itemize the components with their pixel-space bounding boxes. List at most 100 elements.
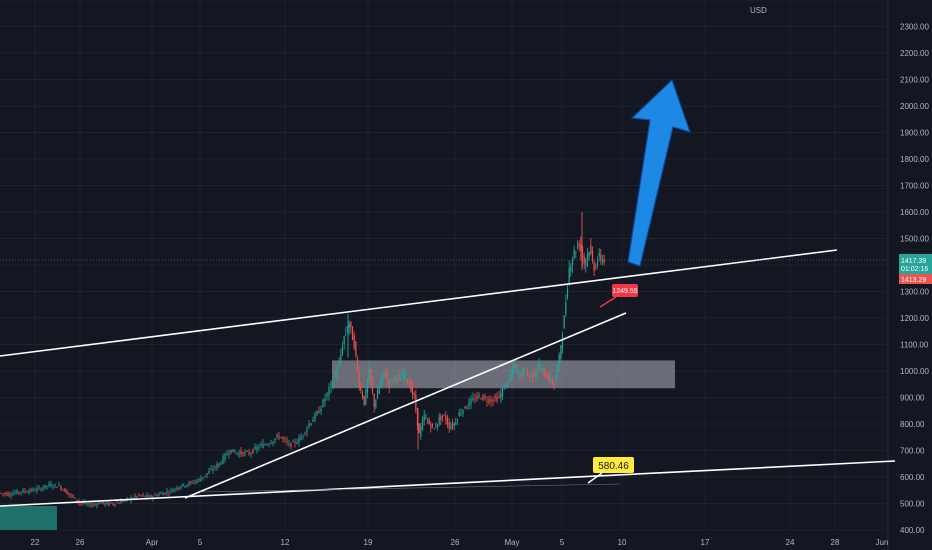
candle-body xyxy=(162,493,164,496)
candle-body xyxy=(272,441,274,444)
candle-body xyxy=(551,379,554,384)
candle-body xyxy=(355,341,357,357)
candle-body xyxy=(174,488,176,490)
candle-body xyxy=(593,262,595,272)
y-tick-label: 800.00 xyxy=(900,420,925,429)
upper-trendline xyxy=(0,249,838,357)
candle-body xyxy=(280,437,282,438)
candle-body xyxy=(214,466,216,468)
candle-body xyxy=(528,376,530,377)
candle-body xyxy=(330,381,332,389)
candle-body xyxy=(513,364,515,373)
candle-body xyxy=(501,388,504,397)
candle-body xyxy=(180,486,182,488)
candle-body xyxy=(535,372,537,377)
candle-body xyxy=(138,494,140,496)
candle-body xyxy=(348,323,350,328)
candle-body xyxy=(60,486,62,490)
candle-body xyxy=(286,441,288,443)
candle-body xyxy=(208,470,210,474)
candle-body xyxy=(142,494,144,496)
candle-body xyxy=(66,490,68,495)
candle-body xyxy=(182,483,184,486)
candle-body xyxy=(312,419,314,422)
candle-body xyxy=(521,369,524,375)
candle-body xyxy=(436,423,439,427)
candle-body xyxy=(156,495,158,497)
rising-trendline xyxy=(184,312,627,499)
candle-body xyxy=(48,483,50,486)
candle-body xyxy=(242,452,244,456)
candle-body xyxy=(30,489,32,492)
candle-body xyxy=(54,484,56,486)
candle-body xyxy=(496,396,498,401)
time-axis[interactable]: 22 26 Apr 5 12 19 26 May 5 10 17 24 28 Jun xyxy=(31,538,889,547)
candle-body xyxy=(252,449,254,453)
candle-body xyxy=(24,490,26,492)
candle-body xyxy=(353,335,355,349)
candle-body xyxy=(553,382,555,386)
candle-body xyxy=(526,369,529,375)
candle-body xyxy=(585,259,587,267)
candle-body xyxy=(511,367,514,375)
candle-body xyxy=(144,495,146,497)
y-tick-label: 1300.00 xyxy=(900,288,929,297)
candle-body xyxy=(474,399,476,401)
candle-body xyxy=(351,326,354,340)
candle-body xyxy=(563,315,565,329)
candle-body xyxy=(433,428,435,430)
y-tick-label: 400.00 xyxy=(900,526,925,535)
candle-body xyxy=(218,463,220,466)
candle-body xyxy=(363,395,365,405)
candle-body xyxy=(586,253,589,260)
candle-body xyxy=(468,400,470,407)
candle-body xyxy=(176,488,178,489)
candle-body xyxy=(358,372,360,388)
candle-body xyxy=(361,392,364,399)
candle-body xyxy=(250,452,252,454)
candle-body xyxy=(561,334,564,349)
candle-body xyxy=(488,398,490,404)
candle-body xyxy=(178,487,180,490)
candle-body xyxy=(0,492,2,494)
candle-body xyxy=(400,377,402,381)
candle-body xyxy=(450,426,452,429)
candle-body xyxy=(12,493,14,496)
candle-body xyxy=(451,423,454,427)
candle-body xyxy=(505,382,507,386)
y-tick-label: 2000.00 xyxy=(900,102,929,111)
candle-body xyxy=(546,378,549,380)
candle-body xyxy=(332,379,334,388)
x-tick-label: 26 xyxy=(451,538,460,547)
candle-body xyxy=(82,502,84,504)
candle-body xyxy=(116,502,118,504)
candle-body xyxy=(545,375,547,378)
candle-body xyxy=(381,373,384,381)
candle-body xyxy=(64,488,66,493)
candle-body xyxy=(16,490,18,494)
candle-body xyxy=(254,446,256,449)
candle-body xyxy=(198,478,200,480)
candle-body xyxy=(6,493,8,496)
candle-body xyxy=(90,505,92,506)
support-callout-box xyxy=(593,457,634,473)
candle-body xyxy=(380,380,382,388)
candle-body xyxy=(531,374,534,378)
candle-body xyxy=(260,444,262,446)
candle-body xyxy=(294,441,296,444)
low-callout-pointer xyxy=(599,296,617,308)
candle-body xyxy=(438,417,440,424)
candle-body xyxy=(96,503,98,506)
x-tick-label: 17 xyxy=(701,538,710,547)
x-tick-label: 22 xyxy=(31,538,40,547)
candle-body xyxy=(486,400,488,402)
candle-body xyxy=(578,243,580,248)
candle-body xyxy=(328,387,330,396)
support-callout-label: 580.46 xyxy=(598,461,629,472)
candle-body xyxy=(186,484,188,487)
candle-body xyxy=(378,386,380,394)
candle-body xyxy=(92,503,94,505)
measure-line xyxy=(199,483,621,493)
candle-body xyxy=(190,482,192,483)
candle-body xyxy=(543,367,545,372)
